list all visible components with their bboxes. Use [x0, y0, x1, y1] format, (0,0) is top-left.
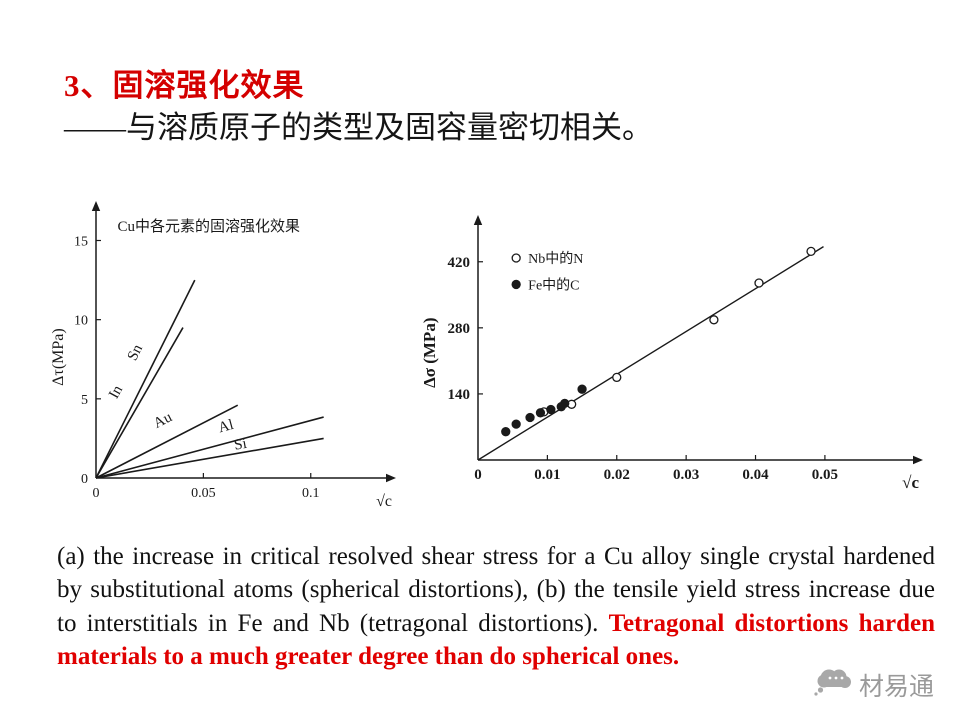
- svg-text:420: 420: [448, 255, 471, 271]
- slide-subtitle: ——与溶质原子的类型及固容量密切相关。: [64, 110, 653, 145]
- svg-text:0: 0: [474, 467, 482, 483]
- svg-text:0.04: 0.04: [742, 467, 769, 483]
- svg-text:√c: √c: [376, 493, 392, 510]
- svg-text:Au: Au: [151, 409, 175, 432]
- axes: 0 0.05 0.1 0 5 10 15 √c Δτ(MPa) Cu中各元素的固溶强化效果: [50, 201, 396, 510]
- svg-text:0.02: 0.02: [604, 467, 630, 483]
- legend: Nb中的N Fe中的C: [511, 251, 583, 293]
- svg-text:5: 5: [81, 393, 88, 408]
- svg-text:0.05: 0.05: [191, 486, 216, 501]
- svg-text:0.03: 0.03: [673, 467, 699, 483]
- svg-text:Si: Si: [233, 436, 248, 454]
- axes: 0 0.01 0.02 0.03 0.04 0.05 140 280 420 √c Δσ (MPa): [420, 215, 923, 492]
- svg-text:0.1: 0.1: [302, 486, 320, 501]
- svg-text:280: 280: [448, 321, 471, 337]
- svg-text:Δτ(MPa): Δτ(MPa): [50, 328, 67, 386]
- chart-fe-nb-interstitial-strengthening: 0 0.01 0.02 0.03 0.04 0.05 140 280 420 √c Δσ (MPa)…: [420, 212, 925, 507]
- chart-cu-solid-solution-strengthening: 0 0.05 0.1 0 5 10 15 √c Δτ(MPa) Cu中各元素的固溶强化效果 Sn In…: [48, 198, 398, 523]
- svg-text:Fe中的C: Fe中的C: [528, 277, 579, 293]
- caption-highlight-text: Tetragonal distortions harden materials …: [57, 609, 935, 670]
- figure-caption: (a) the increase in critical resolved sh…: [57, 540, 935, 673]
- svg-text:√c: √c: [902, 473, 919, 492]
- svg-text:0: 0: [81, 472, 88, 487]
- watermark-text: 材易通: [858, 673, 934, 701]
- svg-text:Al: Al: [217, 417, 236, 436]
- svg-text:0.05: 0.05: [812, 467, 838, 483]
- caption-main-text: (a) the increase in critical resolved sh…: [57, 543, 935, 637]
- svg-text:Δσ (MPa): Δσ (MPa): [420, 318, 439, 388]
- svg-text:Sn: Sn: [125, 342, 147, 364]
- svg-text:0.01: 0.01: [534, 467, 560, 483]
- svg-text:In: In: [106, 382, 126, 401]
- svg-text:140: 140: [448, 387, 471, 403]
- svg-text:15: 15: [74, 235, 88, 250]
- svg-text:Nb中的N: Nb中的N: [528, 251, 583, 267]
- slide-title: 3、固溶强化效果: [64, 68, 305, 103]
- chart-svg: 0 0.01 0.02 0.03 0.04 0.05 140 280 420 √c Δσ (MPa)…: [420, 215, 923, 492]
- svg-text:Cu中各元素的固溶强化效果: Cu中各元素的固溶强化效果: [117, 218, 300, 235]
- svg-text:10: 10: [74, 314, 88, 329]
- svg-text:0: 0: [93, 486, 100, 501]
- watermark: 材易通: [810, 665, 934, 704]
- chart-svg: 0 0.05 0.1 0 5 10 15 √c Δτ(MPa) Cu中各元素的固溶强化效果 Sn In…: [50, 201, 396, 510]
- cloud-logo-icon: [810, 665, 854, 704]
- series: [501, 246, 816, 437]
